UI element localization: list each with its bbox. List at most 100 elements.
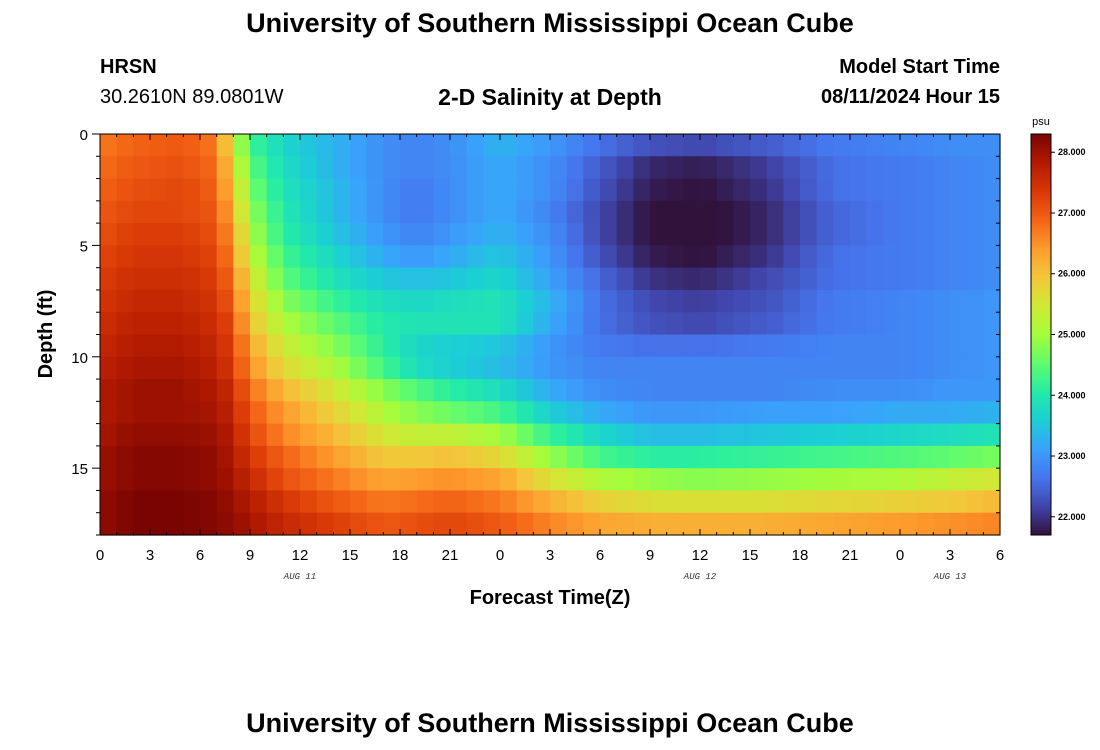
heatmap-cell <box>550 156 568 180</box>
heatmap-cell <box>316 379 334 402</box>
heatmap-cell <box>866 178 884 202</box>
heatmap-cell <box>966 423 984 447</box>
heatmap-cell <box>933 401 951 425</box>
heatmap-cell <box>400 468 418 492</box>
heatmap-cell <box>850 200 868 224</box>
heatmap-cell <box>416 445 434 469</box>
heatmap-cell <box>600 245 618 269</box>
heatmap-cell <box>850 289 868 313</box>
heatmap-cell <box>983 156 1001 180</box>
heatmap-cell <box>233 356 251 380</box>
heatmap-cell <box>166 379 184 402</box>
heatmap-cell <box>633 267 651 291</box>
heatmap-cell <box>783 178 801 202</box>
heatmap-cell <box>433 468 451 492</box>
heatmap-cell <box>350 468 368 492</box>
colorbar-tick-label: 26.000 <box>1058 269 1086 279</box>
heatmap-cell <box>533 134 551 157</box>
heatmap-cell <box>100 401 118 425</box>
heatmap-cell <box>733 423 751 447</box>
heatmap-cell <box>316 312 334 336</box>
heatmap-cell <box>266 223 284 246</box>
heatmap-cell <box>783 223 801 246</box>
heatmap-cell <box>950 379 968 402</box>
heatmap-cell <box>600 134 618 157</box>
heatmap-cell <box>750 401 768 425</box>
heatmap-cell <box>116 223 134 246</box>
heatmap-cell <box>316 156 334 180</box>
heatmap-cell <box>333 445 351 469</box>
heatmap-cell <box>933 490 951 514</box>
heatmap-cell <box>766 134 784 157</box>
heatmap-cell <box>400 334 418 358</box>
heatmap-cell <box>850 468 868 492</box>
heatmap-cell <box>866 134 884 157</box>
heatmap-cell <box>950 401 968 425</box>
heatmap-cell <box>783 156 801 180</box>
heatmap-cell <box>866 490 884 514</box>
heatmap-cell <box>900 312 918 336</box>
heatmap-cell <box>533 356 551 380</box>
heatmap-cell <box>833 445 851 469</box>
heatmap-cell <box>483 289 501 313</box>
heatmap-cell <box>683 134 701 157</box>
heatmap-cell <box>366 334 384 358</box>
colorbar-tick-label: 27.000 <box>1058 208 1086 218</box>
heatmap-cell <box>166 401 184 425</box>
heatmap-cell <box>550 312 568 336</box>
heatmap-cell <box>966 156 984 180</box>
heatmap-cell <box>400 156 418 180</box>
heatmap-cell <box>133 156 151 180</box>
heatmap-cell <box>833 512 851 536</box>
heatmap-cell <box>733 289 751 313</box>
heatmap-cell <box>383 267 401 291</box>
heatmap-cell <box>316 401 334 425</box>
heatmap-cell <box>550 289 568 313</box>
heatmap-cell <box>533 178 551 202</box>
heatmap-cell <box>300 223 318 246</box>
colorbar-scale <box>1030 133 1052 536</box>
heatmap-cell <box>816 156 834 180</box>
heatmap-cell <box>700 468 718 492</box>
heatmap-cell <box>833 200 851 224</box>
heatmap-cell <box>850 445 868 469</box>
heatmap-cell <box>616 245 634 269</box>
heatmap-cell <box>950 289 968 313</box>
heatmap-cell <box>883 512 901 536</box>
page-title-bottom: University of Southern Mississippi Ocean… <box>246 708 854 738</box>
heatmap-cell <box>850 334 868 358</box>
y-tick-label: 15 <box>71 461 88 478</box>
heatmap-cell <box>766 490 784 514</box>
heatmap-cell <box>600 468 618 492</box>
heatmap-cell <box>116 334 134 358</box>
heatmap-cell <box>450 178 468 202</box>
heatmap-cell <box>983 379 1001 402</box>
heatmap-cell <box>250 401 268 425</box>
heatmap-cell <box>166 445 184 469</box>
heatmap-cell <box>300 512 318 536</box>
heatmap-cell <box>883 334 901 358</box>
heatmap-cell <box>550 490 568 514</box>
heatmap-cell <box>300 445 318 469</box>
heatmap-cell <box>733 156 751 180</box>
heatmap-cell <box>116 423 134 447</box>
heatmap-cell <box>300 267 318 291</box>
heatmap-cell <box>450 468 468 492</box>
heatmap-cell <box>300 334 318 358</box>
heatmap-cell <box>500 423 518 447</box>
heatmap-cell <box>100 512 118 536</box>
heatmap-cell <box>600 178 618 202</box>
heatmap-cell <box>166 134 184 157</box>
heatmap-cell <box>666 245 684 269</box>
heatmap-cell <box>883 267 901 291</box>
heatmap-cell <box>633 289 651 313</box>
heatmap-cell <box>616 490 634 514</box>
heatmap-cell <box>883 223 901 246</box>
heatmap-cell <box>933 178 951 202</box>
x-tick-label: 15 <box>742 547 759 564</box>
heatmap-cell <box>100 379 118 402</box>
heatmap-cell <box>233 512 251 536</box>
heatmap-cell <box>983 267 1001 291</box>
heatmap-cell <box>533 245 551 269</box>
heatmap-cell <box>116 312 134 336</box>
